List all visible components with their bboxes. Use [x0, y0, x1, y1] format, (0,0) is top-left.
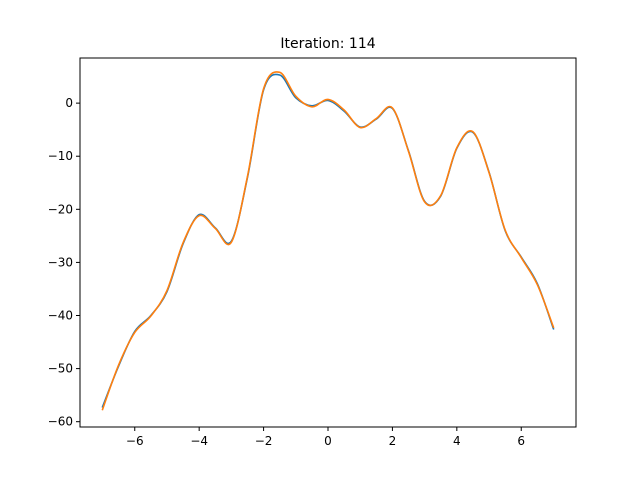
x-axis: −6 −4 −2 0 2 4 6: [126, 427, 525, 448]
x-tick-label: 2: [389, 434, 397, 448]
y-tick-label: −60: [48, 415, 73, 429]
x-tick-label: −2: [255, 434, 273, 448]
x-tick-label: 4: [453, 434, 461, 448]
chart-title: Iteration: 114: [280, 36, 375, 52]
x-tick-label: 0: [324, 434, 332, 448]
y-axis: −60 −50 −40 −30 −20 −10 0: [48, 96, 80, 429]
y-tick-label: −30: [48, 255, 73, 269]
series-layer: [101, 71, 555, 411]
y-tick-label: −50: [48, 362, 73, 376]
plot-frame: [79, 57, 577, 428]
x-tick-label: 6: [517, 434, 525, 448]
series-line-2: [101, 71, 555, 411]
x-tick-label: −6: [126, 434, 144, 448]
y-tick-label: −40: [48, 309, 73, 323]
series-line-1: [101, 73, 555, 408]
y-tick-label: 0: [65, 96, 73, 110]
y-tick-label: −10: [48, 149, 73, 163]
x-tick-label: −4: [190, 434, 208, 448]
y-tick-label: −20: [48, 202, 73, 216]
